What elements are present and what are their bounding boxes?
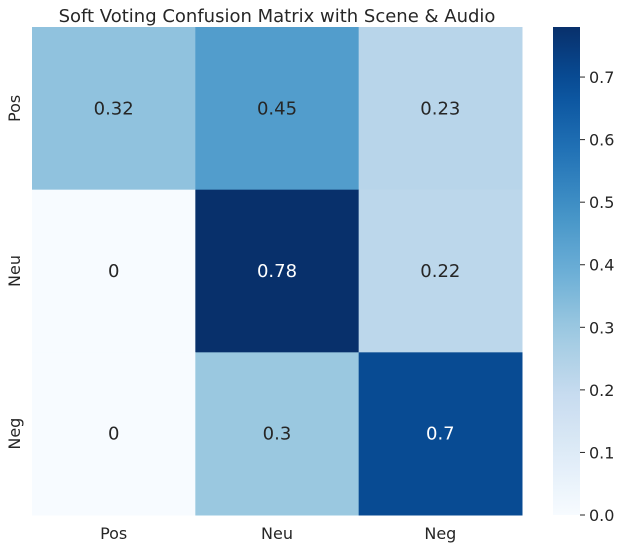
colorbar-tick-label: 0.4	[589, 256, 614, 275]
heatmap-cell	[32, 27, 196, 191]
cell-value-label: 0.78	[257, 261, 297, 282]
heatmap-cell	[358, 352, 523, 516]
heatmap-cell	[358, 27, 523, 191]
cell-value-label: 0.3	[263, 424, 292, 445]
heatmap-cell	[32, 352, 196, 516]
heatmap-cell	[358, 189, 523, 353]
x-tick-label: Neu	[261, 524, 293, 543]
heatmap-cell	[195, 352, 360, 516]
heatmap-cell	[195, 189, 360, 353]
heatmap-cell	[32, 189, 196, 353]
x-tick-label: Neg	[424, 524, 456, 543]
y-tick-label: Neg	[5, 418, 24, 450]
colorbar-tick-label: 0.3	[589, 318, 614, 337]
heatmap-cells: 0.32 0.45 0.23 0 0.78 0.22 0 0.3 0.7	[32, 27, 523, 516]
colorbar-tick-label: 0.6	[589, 131, 614, 150]
colorbar-tick-label: 0.0	[589, 506, 614, 525]
cell-value-label: 0.22	[420, 261, 460, 282]
x-tick-label: Pos	[100, 524, 127, 543]
cell-value-label: 0	[108, 424, 119, 445]
colorbar-tick-label: 0.2	[589, 381, 614, 400]
cell-value-label: 0.32	[94, 98, 134, 119]
heatmap-cell	[195, 27, 360, 191]
x-axis-ticks: Pos Neu Neg	[100, 524, 456, 543]
colorbar-tick-label: 0.1	[589, 443, 614, 462]
colorbar-ticks: 0.0 0.1 0.2 0.3 0.4 0.5 0.6 0.7	[580, 68, 614, 525]
colorbar-tick-label: 0.5	[589, 193, 614, 212]
cell-value-label: 0.45	[257, 98, 297, 119]
cell-value-label: 0.7	[426, 424, 455, 445]
y-tick-label: Neu	[5, 255, 24, 287]
y-tick-label: Pos	[5, 95, 24, 122]
cell-value-label: 0.23	[420, 98, 460, 119]
chart-title: Soft Voting Confusion Matrix with Scene …	[59, 6, 496, 27]
colorbar	[553, 27, 580, 515]
y-axis-ticks: Pos Neu Neg	[5, 95, 24, 450]
colorbar-tick-label: 0.7	[589, 68, 614, 87]
cell-value-label: 0	[108, 261, 119, 282]
